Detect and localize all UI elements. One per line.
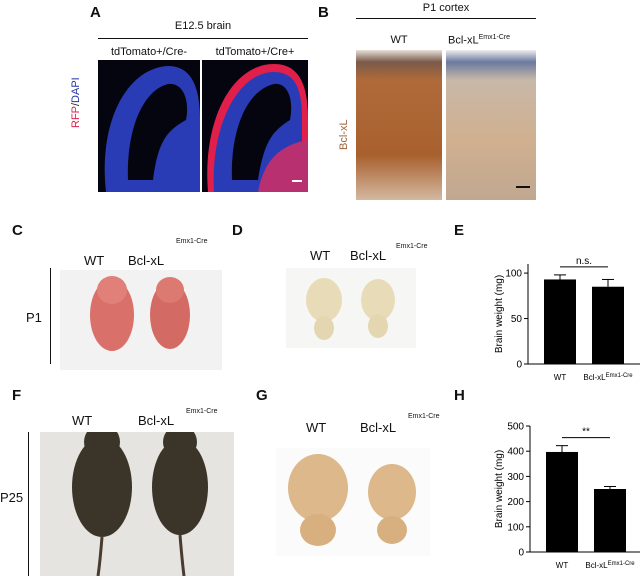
- chartH-ytick-label-5: 500: [507, 422, 524, 433]
- panelG-wt-label: WT: [306, 420, 327, 435]
- panelD-image-brains: [286, 268, 416, 348]
- panelF-ko-label: Bcl-xL: [138, 413, 174, 428]
- panel-letter-h: H: [454, 387, 465, 404]
- panelA-header: E12.5 brain: [174, 20, 232, 32]
- chartE-significance-label: n.s.: [576, 256, 592, 267]
- panel-letter-e: E: [454, 222, 465, 239]
- panelA-ylabel: RFP/DAPI: [70, 77, 82, 128]
- panelH-bar-chart: 0 100 200 300 400 500 Brain weight (mg) WT Bcl-x…: [494, 422, 640, 570]
- panelG-ko-sup: Emx1-Cre: [408, 413, 440, 420]
- chartH-xtick-label-0: WT: [556, 561, 569, 570]
- panelB-wt-label: WT: [390, 34, 408, 46]
- panelC-ko-sup: Emx1-Cre: [176, 238, 208, 245]
- panelF-ko-sup: Emx1-Cre: [186, 408, 218, 415]
- panelA-cond2: tdTomato+/Cre+: [215, 46, 295, 58]
- panelB-header-line: [356, 18, 536, 19]
- panelF-ko-main: Bcl-xL: [138, 413, 175, 428]
- panelF-age-bracket: [28, 432, 29, 576]
- chartH-ytick-label-1: 100: [507, 522, 524, 533]
- chartH-ytick-label-0: 0: [518, 548, 524, 559]
- chartE-ytick-label-0: 0: [516, 360, 522, 371]
- panelD-ko-main: Bcl-xL: [350, 248, 387, 263]
- panelB-image-wt: [356, 50, 442, 200]
- panelA-image-cre-pos: [202, 60, 308, 192]
- chartH-bar-1: [594, 489, 626, 552]
- panelC-age-label: P1: [26, 310, 42, 325]
- panelA-cond1: tdTomato+/Cre-: [110, 46, 188, 58]
- panel-letter-d: D: [232, 222, 243, 239]
- chartE-ytick-label-1: 50: [511, 314, 523, 325]
- panelD-ko-label: Bcl-xL: [350, 248, 386, 263]
- chartE-bar-0: [544, 279, 576, 364]
- panelC-image-pups: [60, 270, 222, 370]
- panel-letter-g: G: [256, 387, 268, 404]
- panelB-ko-label: Bcl-xLEmx1-Cre: [448, 34, 510, 47]
- panelA-header-line: [98, 38, 308, 39]
- chartE-ytick-label-2: 100: [505, 269, 522, 280]
- panelG-image-brains: [276, 448, 430, 556]
- panelF-image-mice: [40, 432, 234, 576]
- panelB-ylabel: Bcl-xL: [338, 119, 350, 150]
- chartE-xtick-label-1: Bcl-xLEmx1-Cre: [583, 373, 633, 382]
- panelB-ko-sup: Emx1-Cre: [478, 34, 511, 41]
- chartH-ytick-label-3: 300: [507, 472, 524, 483]
- panel-letter-a: A: [90, 4, 101, 21]
- chartH-xtick-label-1: Bcl-xLEmx1-Cre: [585, 561, 635, 570]
- chartH-bar-0: [546, 451, 578, 552]
- chartE-ylabel: Brain weight (mg): [494, 275, 505, 353]
- chartE-bar-1: [592, 286, 624, 364]
- chartE-xtick-label-0: WT: [554, 373, 567, 382]
- panelA-image-cre-neg: [98, 60, 200, 192]
- ylabel-slash: /: [70, 102, 82, 106]
- panelB-header: P1 cortex: [422, 2, 470, 14]
- panel-letter-f: F: [12, 387, 22, 404]
- panel-letter-c: C: [12, 222, 23, 239]
- rfp-label: RFP: [70, 106, 82, 128]
- panelC-ko-main: Bcl-xL: [128, 253, 165, 268]
- panelC-wt-label: WT: [84, 253, 105, 268]
- panelB-image-ko: [446, 50, 536, 200]
- panelD-ko-sup: Emx1-Cre: [396, 243, 428, 250]
- panelF-age-label: P25: [0, 490, 24, 505]
- chartH-ylabel: Brain weight (mg): [494, 450, 505, 528]
- panel-letter-b: B: [318, 4, 329, 21]
- chartH-significance-label: **: [582, 427, 590, 438]
- dapi-label: DAPI: [70, 77, 82, 103]
- panelG-ko-main: Bcl-xL: [360, 420, 397, 435]
- panelC-ko-label: Bcl-xL: [128, 253, 164, 268]
- chartH-ytick-label-4: 400: [507, 447, 524, 458]
- panelD-wt-label: WT: [310, 248, 331, 263]
- chartH-ytick-label-2: 200: [507, 497, 524, 508]
- panelC-age-bracket: [50, 268, 51, 364]
- panelG-ko-label: Bcl-xL: [360, 420, 396, 435]
- panelF-wt-label: WT: [72, 413, 93, 428]
- panelB-ko-main: Bcl-xL: [448, 34, 479, 47]
